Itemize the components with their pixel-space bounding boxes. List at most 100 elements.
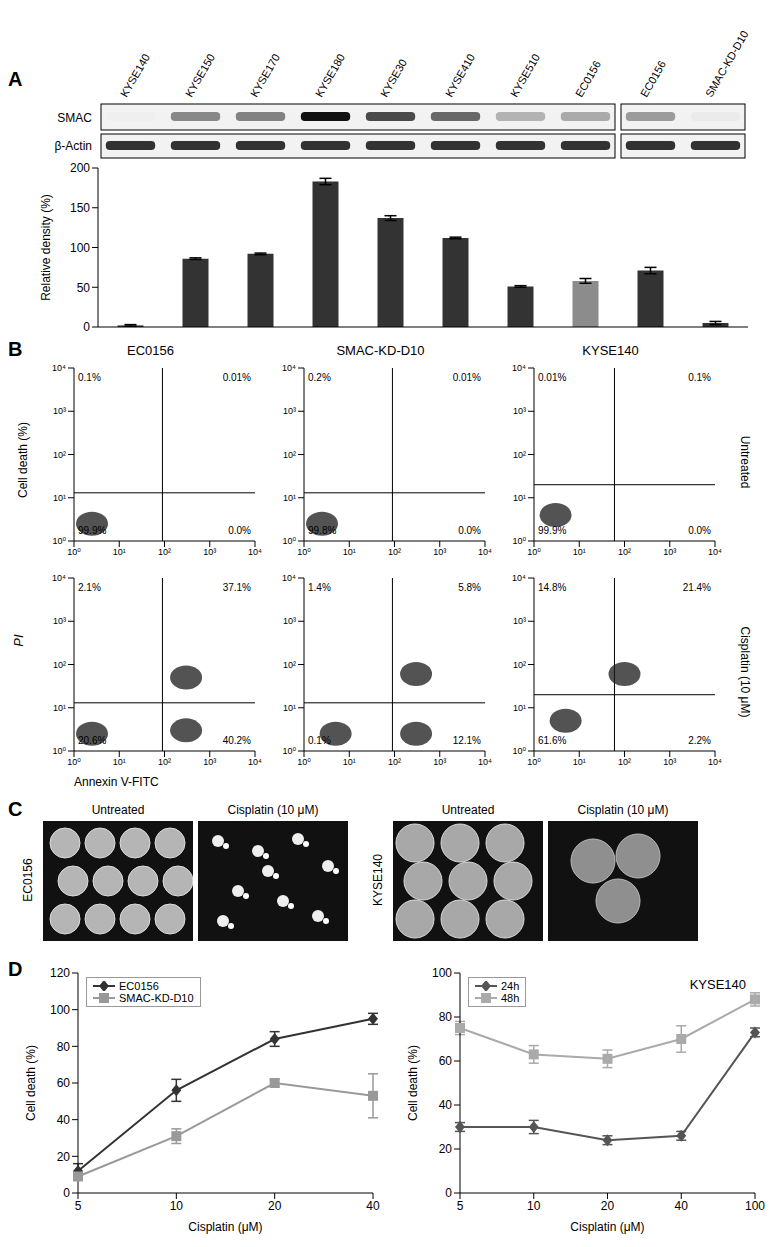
svg-text:10²: 10² — [53, 660, 66, 670]
svg-text:10¹: 10¹ — [343, 547, 356, 557]
svg-text:10³: 10³ — [513, 406, 526, 416]
svg-text:10²: 10² — [53, 450, 66, 460]
svg-text:0: 0 — [63, 1186, 70, 1200]
svg-text:10⁰: 10⁰ — [52, 536, 66, 546]
svg-text:20: 20 — [601, 1199, 615, 1213]
svg-text:KYSE170: KYSE170 — [248, 52, 282, 99]
svg-text:Cell death (%): Cell death (%) — [406, 1045, 420, 1121]
svg-text:10⁰: 10⁰ — [297, 757, 311, 767]
svg-text:10⁴: 10⁴ — [708, 757, 722, 767]
svg-text:20: 20 — [268, 1199, 282, 1213]
svg-text:10⁴: 10⁴ — [512, 573, 526, 583]
svg-text:10³: 10³ — [513, 616, 526, 626]
svg-text:10²: 10² — [158, 757, 171, 767]
svg-text:60: 60 — [57, 1076, 71, 1090]
svg-text:Cisplatin (μM): Cisplatin (μM) — [570, 1220, 644, 1234]
svg-text:10²: 10² — [618, 757, 631, 767]
svg-text:10³: 10³ — [203, 547, 216, 557]
svg-text:SMAC-KD-D10: SMAC-KD-D10 — [703, 28, 751, 99]
svg-text:100: 100 — [70, 241, 90, 255]
svg-text:10⁰: 10⁰ — [527, 547, 541, 557]
svg-text:10: 10 — [170, 1199, 184, 1213]
svg-text:10⁰: 10⁰ — [67, 757, 81, 767]
svg-text:10⁰: 10⁰ — [67, 547, 81, 557]
svg-text:50: 50 — [77, 281, 91, 295]
svg-text:Cell death (%): Cell death (%) — [24, 1045, 38, 1121]
svg-text:SMAC: SMAC — [57, 111, 92, 125]
svg-text:10³: 10³ — [663, 757, 676, 767]
svg-text:10¹: 10¹ — [283, 703, 296, 713]
svg-text:40: 40 — [439, 1098, 453, 1112]
svg-text:10¹: 10¹ — [573, 547, 586, 557]
svg-text:10⁰: 10⁰ — [52, 746, 66, 756]
svg-text:10⁰: 10⁰ — [282, 536, 296, 546]
svg-text:10¹: 10¹ — [573, 757, 586, 767]
svg-text:10²: 10² — [618, 547, 631, 557]
svg-text:100: 100 — [432, 966, 452, 980]
svg-text:10²: 10² — [513, 660, 526, 670]
svg-text:20: 20 — [57, 1150, 71, 1164]
svg-text:0: 0 — [445, 1186, 452, 1200]
svg-text:Relative density (%): Relative density (%) — [39, 194, 53, 301]
svg-text:KYSE510: KYSE510 — [508, 52, 542, 99]
svg-text:200: 200 — [70, 161, 90, 175]
svg-text:10³: 10³ — [203, 757, 216, 767]
svg-text:10²: 10² — [388, 547, 401, 557]
svg-text:100: 100 — [745, 1199, 765, 1213]
svg-text:10³: 10³ — [53, 616, 66, 626]
svg-text:10⁰: 10⁰ — [512, 746, 526, 756]
svg-text:10³: 10³ — [433, 547, 446, 557]
svg-text:10³: 10³ — [283, 616, 296, 626]
svg-text:β-Actin: β-Actin — [54, 139, 92, 153]
svg-text:10⁰: 10⁰ — [297, 547, 311, 557]
svg-text:5: 5 — [457, 1199, 464, 1213]
svg-text:40: 40 — [57, 1113, 71, 1127]
svg-text:10¹: 10¹ — [513, 703, 526, 713]
svg-text:10²: 10² — [158, 547, 171, 557]
svg-text:0: 0 — [83, 320, 90, 334]
svg-text:10⁴: 10⁴ — [512, 363, 526, 373]
svg-text:10¹: 10¹ — [113, 547, 126, 557]
svg-text:KYSE180: KYSE180 — [313, 52, 347, 99]
svg-text:10¹: 10¹ — [343, 757, 356, 767]
svg-text:10⁴: 10⁴ — [478, 757, 492, 767]
svg-text:10³: 10³ — [663, 547, 676, 557]
svg-text:Cisplatin (μM): Cisplatin (μM) — [188, 1220, 262, 1234]
svg-text:10⁴: 10⁴ — [282, 573, 296, 583]
svg-text:5: 5 — [75, 1199, 82, 1213]
svg-text:10³: 10³ — [283, 406, 296, 416]
svg-text:10¹: 10¹ — [113, 757, 126, 767]
svg-text:10⁴: 10⁴ — [52, 363, 66, 373]
svg-text:10²: 10² — [283, 450, 296, 460]
svg-text:KYSE150: KYSE150 — [183, 52, 217, 99]
svg-text:10⁰: 10⁰ — [527, 757, 541, 767]
svg-text:EC0156: EC0156 — [638, 59, 668, 99]
svg-text:10⁰: 10⁰ — [282, 746, 296, 756]
svg-text:10: 10 — [527, 1199, 541, 1213]
svg-text:10¹: 10¹ — [283, 493, 296, 503]
svg-text:10⁴: 10⁴ — [478, 547, 492, 557]
svg-text:KYSE140: KYSE140 — [118, 52, 152, 99]
svg-text:150: 150 — [70, 201, 90, 215]
svg-text:10¹: 10¹ — [53, 703, 66, 713]
svg-text:EC0156: EC0156 — [573, 59, 603, 99]
svg-text:40: 40 — [675, 1199, 689, 1213]
svg-text:10⁰: 10⁰ — [512, 536, 526, 546]
svg-text:10⁴: 10⁴ — [248, 757, 262, 767]
svg-text:10²: 10² — [388, 757, 401, 767]
svg-text:KYSE30: KYSE30 — [378, 57, 409, 99]
svg-text:10²: 10² — [513, 450, 526, 460]
svg-text:20: 20 — [439, 1142, 453, 1156]
svg-text:KYSE410: KYSE410 — [443, 52, 477, 99]
svg-text:100: 100 — [50, 1003, 70, 1017]
svg-text:10⁴: 10⁴ — [248, 547, 262, 557]
svg-text:10³: 10³ — [53, 406, 66, 416]
svg-text:80: 80 — [439, 1010, 453, 1024]
svg-text:10⁴: 10⁴ — [52, 573, 66, 583]
svg-text:10¹: 10¹ — [53, 493, 66, 503]
svg-text:40: 40 — [366, 1199, 380, 1213]
svg-text:10⁴: 10⁴ — [282, 363, 296, 373]
svg-text:10³: 10³ — [433, 757, 446, 767]
svg-text:80: 80 — [57, 1040, 71, 1054]
svg-text:10⁴: 10⁴ — [708, 547, 722, 557]
